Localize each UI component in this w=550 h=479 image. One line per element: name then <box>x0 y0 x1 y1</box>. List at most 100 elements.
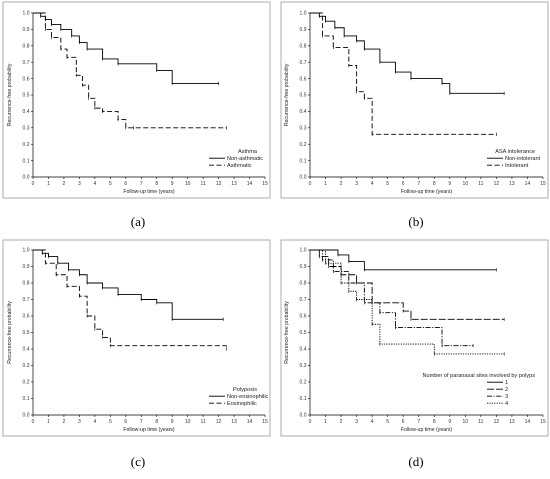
series-line-intolerant <box>310 12 497 135</box>
legend-entry: Non-asthmatic <box>227 156 263 162</box>
x-tick-label: 7 <box>417 181 420 187</box>
x-axis-title: Follow-up time (years) <box>123 427 175 433</box>
x-tick-label: 5 <box>386 419 389 425</box>
x-tick-label: 4 <box>371 181 374 187</box>
panel-label: (d) <box>408 454 423 469</box>
y-tick-label: 0.5 <box>300 93 307 99</box>
y-axis-title: Recurrence-free probability <box>7 301 13 364</box>
x-tick-label: 0 <box>32 419 35 425</box>
y-tick-label: 1.0 <box>300 248 307 254</box>
chart-panel-4: 0.00.10.20.30.40.50.60.70.80.91.00 1 2 3 4 5 6… <box>280 239 549 469</box>
legend-entry: 3 <box>505 394 508 400</box>
legend-entry: Non-eosinophilic <box>227 394 269 400</box>
panel-frame <box>280 239 549 437</box>
legend-title: Polyposis <box>233 387 257 393</box>
x-tick-label: 7 <box>417 419 420 425</box>
x-axis-title: Follow-up time (years) <box>401 427 453 433</box>
x-tick-label: 8 <box>155 419 158 425</box>
y-tick-label: 0.3 <box>300 126 307 132</box>
x-tick-label: 12 <box>494 181 500 187</box>
x-tick-label: 15 <box>262 181 268 187</box>
x-tick-label: 3 <box>78 419 81 425</box>
x-tick-label: 1 <box>324 181 327 187</box>
x-tick-label: 15 <box>262 419 268 425</box>
x-tick-label: 5 <box>109 419 112 425</box>
series-line-3 <box>310 249 474 347</box>
x-tick-label: 5 <box>109 181 112 187</box>
panel-frame <box>2 239 271 437</box>
y-tick-label: 0.0 <box>300 413 307 419</box>
legend-entry: Eosinophilic <box>227 401 257 407</box>
y-axis-title: Recurrence-free probability <box>284 301 290 364</box>
y-tick-label: 0.0 <box>23 175 30 181</box>
y-tick-label: 1.0 <box>300 11 307 17</box>
x-tick-label: 3 <box>355 419 358 425</box>
y-tick-label: 0.1 <box>23 158 30 164</box>
panel-frame <box>2 1 271 199</box>
x-tick-label: 11 <box>478 419 483 425</box>
y-tick-label: 0.0 <box>23 413 30 419</box>
y-tick-label: 0.5 <box>300 330 307 336</box>
y-tick-label: 0.8 <box>23 281 30 287</box>
legend-entry: 2 <box>505 387 508 393</box>
y-tick-label: 0.4 <box>23 109 30 115</box>
y-tick-label: 0.1 <box>23 396 30 402</box>
y-tick-label: 0.9 <box>300 27 307 33</box>
y-tick-label: 0.2 <box>300 142 307 148</box>
y-tick-label: 0.6 <box>300 314 307 320</box>
y-tick-label: 0.9 <box>23 264 30 270</box>
x-tick-label: 4 <box>93 419 96 425</box>
x-tick-label: 11 <box>201 181 206 187</box>
x-tick-label: 14 <box>247 419 253 425</box>
y-axis-title: Recurrence-free probability <box>284 63 290 126</box>
x-tick-label: 13 <box>509 181 515 187</box>
x-tick-label: 0 <box>32 181 35 187</box>
legend-title: Number of paranasal sites involved by po… <box>422 373 535 379</box>
chart-panel-1: 0.00.10.20.30.40.50.60.70.80.91.00 1 2 3 4 5 6… <box>2 1 271 229</box>
series-line-non-intolerant <box>310 12 505 94</box>
y-tick-label: 0.4 <box>300 347 307 353</box>
x-tick-label: 4 <box>93 181 96 187</box>
legend-entry: Intolerant <box>505 163 529 169</box>
series-line-2 <box>310 249 505 320</box>
x-tick-label: 10 <box>185 181 191 187</box>
x-tick-label: 4 <box>371 419 374 425</box>
y-tick-label: 0.7 <box>300 60 307 66</box>
y-tick-label: 0.5 <box>23 93 30 99</box>
x-tick-label: 3 <box>78 181 81 187</box>
x-tick-label: 0 <box>309 419 312 425</box>
panel-frame <box>280 1 549 199</box>
y-tick-label: 0.6 <box>23 76 30 82</box>
legend-entry: Asthmatic <box>227 163 252 169</box>
y-tick-label: 0.9 <box>23 27 30 33</box>
y-tick-label: 0.5 <box>23 330 30 336</box>
x-axis-title: Follow-up time (years) <box>401 189 453 195</box>
x-tick-label: 8 <box>433 181 436 187</box>
x-tick-label: 10 <box>185 419 191 425</box>
y-tick-label: 0.7 <box>300 297 307 303</box>
x-tick-label: 6 <box>402 419 405 425</box>
y-tick-label: 1.0 <box>23 248 30 254</box>
y-tick-label: 0.0 <box>300 175 307 181</box>
x-tick-label: 8 <box>433 419 436 425</box>
series-line-1 <box>310 249 497 271</box>
y-tick-label: 0.6 <box>23 314 30 320</box>
y-tick-label: 0.3 <box>23 363 30 369</box>
chart-panel-2: 0.00.10.20.30.40.50.60.70.80.91.00 1 2 3 4 5 6… <box>280 1 549 229</box>
x-tick-label: 3 <box>355 181 358 187</box>
x-tick-label: 12 <box>216 181 222 187</box>
x-tick-label: 8 <box>155 181 158 187</box>
x-tick-label: 2 <box>63 181 66 187</box>
y-tick-label: 0.9 <box>300 264 307 270</box>
x-tick-label: 1 <box>324 419 327 425</box>
x-tick-label: 14 <box>247 181 253 187</box>
x-tick-label: 2 <box>340 181 343 187</box>
legend-entry: 4 <box>505 401 508 407</box>
x-tick-label: 13 <box>231 181 237 187</box>
y-tick-label: 0.2 <box>23 380 30 386</box>
series-line-eosinophilic <box>33 249 227 349</box>
y-tick-label: 0.4 <box>300 109 307 115</box>
y-tick-label: 0.1 <box>300 158 307 164</box>
x-tick-label: 15 <box>540 181 546 187</box>
x-tick-label: 12 <box>216 419 222 425</box>
